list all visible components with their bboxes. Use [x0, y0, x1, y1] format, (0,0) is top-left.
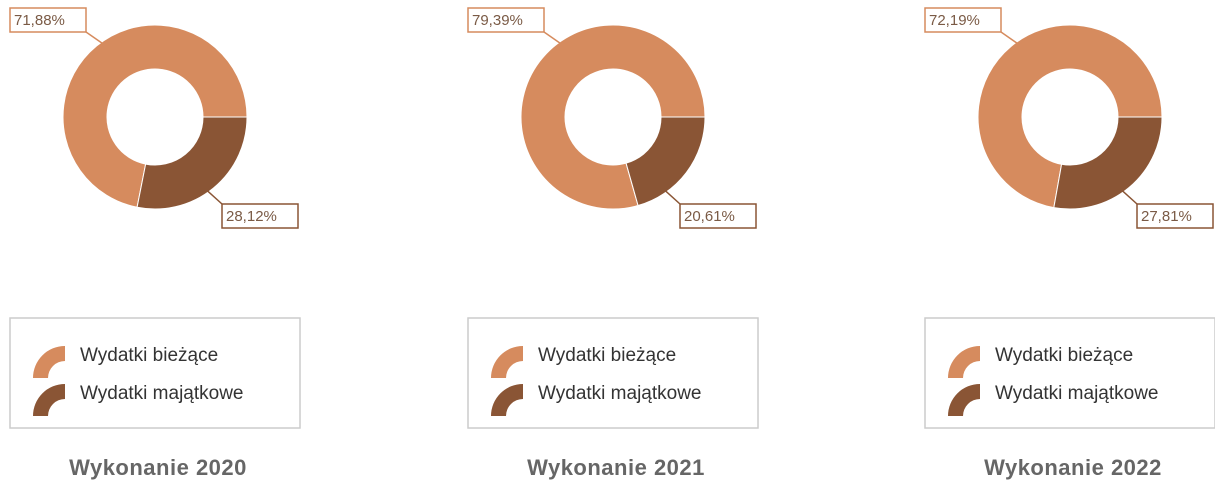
donut-slice — [1053, 116, 1163, 210]
label-box — [924, 7, 1002, 33]
legend-icon — [948, 346, 980, 378]
legend-box — [467, 317, 759, 429]
donut-slice — [136, 116, 248, 210]
label-box — [467, 7, 545, 33]
legend-label: Wydatki bieżące — [995, 345, 1133, 366]
donut-slice — [977, 24, 1163, 209]
label-box — [1136, 203, 1214, 229]
label-box — [9, 7, 87, 33]
label-box — [221, 203, 299, 229]
data-label: 20,61% — [684, 208, 735, 225]
legend-label: Wydatki bieżące — [80, 345, 218, 366]
chart-title: Wykonanie 2020 — [69, 455, 247, 480]
data-label: 72,19% — [929, 12, 980, 29]
leader-line — [1119, 188, 1138, 205]
legend-box — [9, 317, 301, 429]
legend-icon — [33, 384, 65, 416]
legend-icon — [491, 384, 523, 416]
data-label: 28,12% — [226, 208, 277, 225]
legend-label: Wydatki bieżące — [538, 345, 676, 366]
legend-icon — [33, 346, 65, 378]
label-box — [679, 203, 757, 229]
chart-title: Wykonanie 2021 — [527, 455, 705, 480]
legend-box — [924, 317, 1215, 429]
legend-label: Wydatki majątkowe — [80, 383, 244, 404]
leader-line — [85, 31, 105, 46]
chart-title: Wykonanie 2022 — [984, 455, 1162, 480]
legend-label: Wydatki majątkowe — [995, 383, 1159, 404]
data-label: 27,81% — [1141, 208, 1192, 225]
data-label: 79,39% — [472, 12, 523, 29]
leader-line — [543, 31, 563, 46]
legend-label: Wydatki majątkowe — [538, 383, 702, 404]
leader-line — [662, 188, 681, 205]
legend-icon — [491, 346, 523, 378]
data-label: 71,88% — [14, 12, 65, 29]
leader-line — [1000, 31, 1020, 46]
leader-line — [204, 188, 223, 205]
legend-icon — [948, 384, 980, 416]
donut-slice — [62, 24, 248, 208]
donut-slice — [520, 24, 706, 210]
donut-slice — [625, 116, 706, 207]
